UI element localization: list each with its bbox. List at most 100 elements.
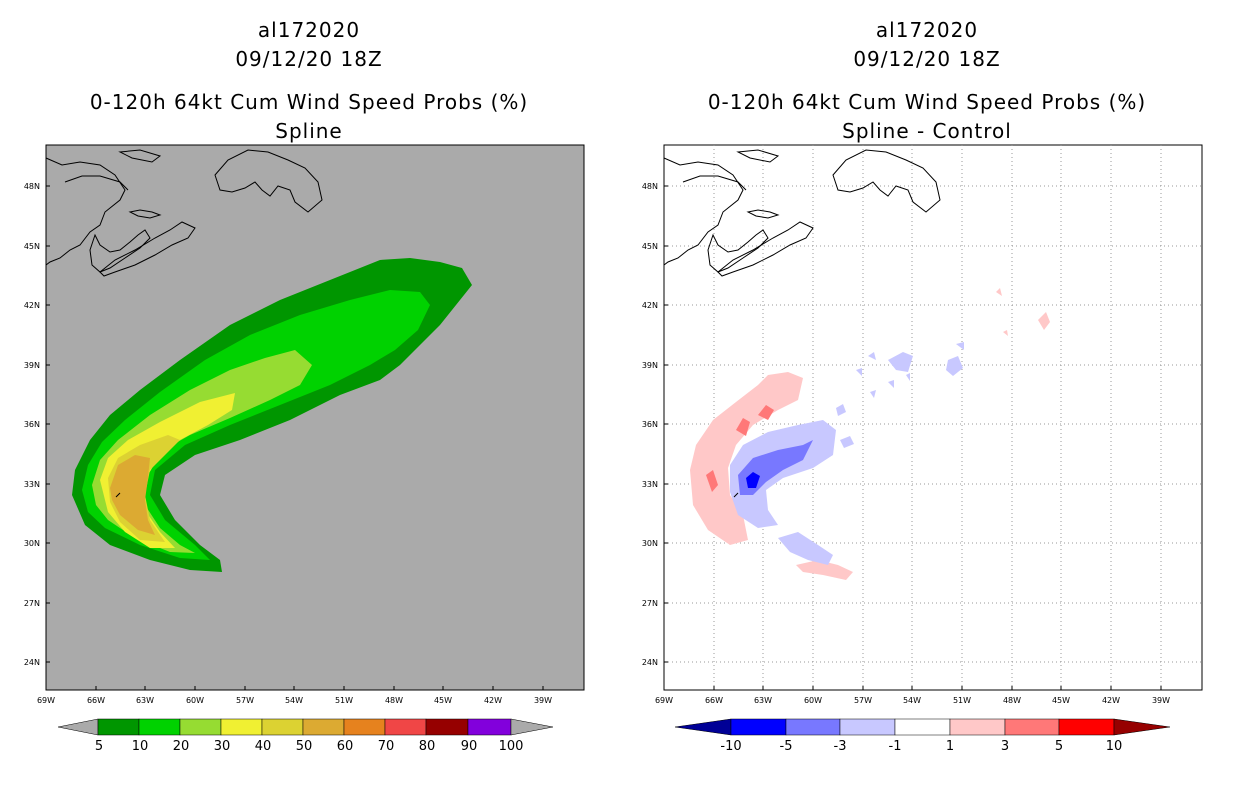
colorbar-label: 90 — [461, 739, 478, 754]
coastline-maritimes — [707, 229, 769, 273]
coastlines — [663, 149, 941, 277]
positive-diff-1to3 — [996, 288, 1002, 296]
coastline-nova-scotia — [99, 221, 196, 277]
coastline-newfoundland — [214, 149, 323, 213]
colorbar-arrow-low — [57, 718, 99, 736]
difference-contours — [690, 288, 1050, 580]
forecast-datetime: 09/12/20 18Z — [853, 47, 1001, 71]
colorbar-arrow-low — [674, 718, 732, 736]
axis-ticks — [46, 185, 544, 690]
lon-labels: 69W 66W 63W 60W 57W 54W 51W 48W 45W 42W … — [655, 696, 1170, 705]
product-title: 0-120h 64kt Cum Wind Speed Probs (%) — [707, 90, 1147, 114]
colorbar-swatch — [785, 718, 841, 736]
lon-label: 54W — [903, 696, 921, 705]
negative-diff-1to3 — [840, 436, 854, 448]
storm-id: al172020 — [875, 18, 979, 42]
negative-diff-1to3 — [888, 380, 894, 388]
lon-label: 42W — [1102, 696, 1120, 705]
lat-label: 39N — [24, 361, 40, 370]
colorbar-label: 40 — [255, 739, 272, 754]
lat-label: 36N — [24, 420, 40, 429]
negative-diff-5to10 — [746, 472, 760, 488]
lon-label: 57W — [236, 696, 254, 705]
lat-label: 42N — [642, 301, 658, 310]
lat-label: 39N — [642, 361, 658, 370]
contour-10 — [82, 290, 430, 560]
colorbar-label: -10 — [720, 739, 741, 754]
negative-diff-1to3 — [778, 532, 833, 565]
lat-label: 42N — [24, 301, 40, 310]
lat-labels: 48N 45N 42N 39N 36N 33N 30N 27N 24N — [24, 182, 40, 667]
colorbar-arrow-high — [510, 718, 554, 736]
coastline-pei — [128, 209, 162, 219]
lon-label: 51W — [335, 696, 353, 705]
lon-label: 39W — [534, 696, 552, 705]
colorbar-label: 10 — [1106, 739, 1123, 754]
panel-subtitle: Spline - Control — [842, 119, 1012, 143]
probability-panel: al172020 09/12/20 18Z 0-120h 64kt Cum Wi… — [24, 18, 585, 754]
lat-label: 30N — [24, 539, 40, 548]
colorbar-swatch — [1004, 718, 1060, 736]
lat-label: 33N — [642, 480, 658, 489]
colorbar-label: 100 — [499, 739, 524, 754]
negative-diff-1to3 — [836, 404, 846, 416]
negative-diff-1to3 — [868, 352, 876, 360]
positive-diff-1to3 — [796, 560, 853, 580]
lon-label: 63W — [754, 696, 772, 705]
colorbar-arrow-high — [1113, 718, 1171, 736]
lon-label: 42W — [484, 696, 502, 705]
lat-label: 27N — [642, 599, 658, 608]
lon-label: 48W — [385, 696, 403, 705]
forecast-datetime: 09/12/20 18Z — [235, 47, 383, 71]
probability-swath — [72, 258, 472, 572]
lat-label: 36N — [642, 420, 658, 429]
colorbar-swatch — [1058, 718, 1115, 736]
colorbar-label: 30 — [214, 739, 231, 754]
coastline-anticosti — [736, 149, 780, 163]
colorbar-swatch — [839, 718, 896, 736]
negative-diff-1to3 — [870, 390, 876, 398]
colorbar-swatch — [384, 718, 427, 736]
colorbar-swatch — [425, 718, 469, 736]
coastline-newfoundland — [832, 149, 941, 213]
lat-label: 45N — [24, 242, 40, 251]
lon-label: 45W — [1052, 696, 1070, 705]
lat-label: 45N — [642, 242, 658, 251]
colorbar-swatch — [949, 718, 1006, 736]
colorbar-label: 70 — [378, 739, 395, 754]
coastline-gaspe — [682, 175, 747, 191]
colorbar-label: 5 — [1055, 739, 1063, 754]
lon-label: 51W — [953, 696, 971, 705]
lon-label: 54W — [285, 696, 303, 705]
contour-20 — [92, 350, 312, 553]
lon-label: 48W — [1003, 696, 1021, 705]
storm-center-mark — [733, 492, 739, 498]
negative-diff-1to3 — [856, 368, 862, 376]
negative-diff-1to3 — [946, 356, 963, 376]
coastline-anticosti — [118, 149, 162, 163]
difference-map: 48N 45N 42N 39N 36N 33N 30N 27N 24N 69W … — [642, 144, 1203, 754]
lat-labels: 48N 45N 42N 39N 36N 33N 30N 27N 24N — [642, 182, 658, 667]
colorbar-swatch — [302, 718, 345, 736]
colorbar-swatch — [220, 718, 263, 736]
axis-ticks — [664, 185, 1162, 690]
lon-label: 57W — [854, 696, 872, 705]
coastline-gaspe — [64, 175, 129, 191]
coastline-pei — [746, 209, 780, 219]
lat-label: 24N — [642, 658, 658, 667]
contour-50 — [110, 455, 155, 535]
positive-diff-1to3 — [690, 372, 803, 545]
negative-diff-1to3 — [906, 373, 910, 381]
colorbar-swatch — [467, 718, 512, 736]
colorbar: 5 10 20 30 40 50 60 70 80 90 100 — [57, 718, 554, 754]
colorbar-label: 5 — [95, 739, 103, 754]
lon-label: 69W — [655, 696, 673, 705]
coastline-mainland — [45, 157, 126, 266]
colorbar-label: -3 — [834, 739, 847, 754]
coastline-maritimes — [89, 229, 151, 273]
lat-label: 48N — [642, 182, 658, 191]
colorbar-label: 60 — [337, 739, 354, 754]
coastline-nova-scotia — [717, 221, 814, 277]
storm-id: al172020 — [257, 18, 361, 42]
colorbar-label: 80 — [419, 739, 436, 754]
